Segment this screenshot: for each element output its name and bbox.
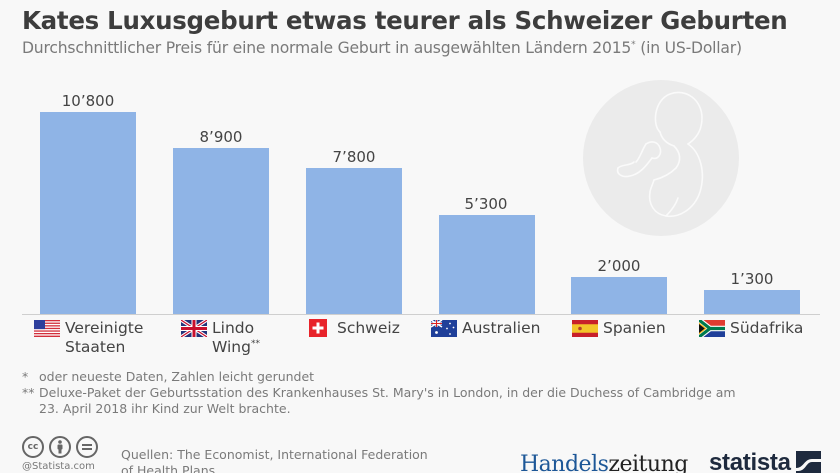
category-suedafrika: Südafrika (699, 319, 803, 338)
footnote-mark: ** (22, 385, 35, 400)
subtitle-unit: (in US-Dollar) (635, 39, 742, 57)
footnote: * oder neueste Daten, Zahlen leicht gerun… (22, 369, 736, 385)
footnote-mark (22, 401, 39, 417)
bar-suedafrika (704, 290, 800, 314)
subtitle-text: Durchschnittlicher Preis für eine normal… (22, 39, 632, 57)
category-schweiz: Schweiz (309, 319, 400, 338)
sources: Quellen: The Economist, International Fe… (121, 447, 441, 473)
category-label-line1: Schweiz (337, 319, 400, 337)
bar-vereinigte-staaten (40, 112, 136, 314)
us-flag-icon (34, 320, 60, 337)
bar-value-label: 8’900 (199, 128, 243, 146)
statista-mark-icon (795, 450, 821, 473)
footnote-text: Deluxe-Paket der Geburtsstation des Kran… (39, 385, 736, 400)
footnote: 23. April 2018 ihr Kind zur Welt brachte… (22, 401, 736, 417)
bar-australien (439, 215, 535, 314)
handelszeitung-logo[interactable]: Handelszeitung (520, 452, 688, 473)
category-vereinigte-staaten: Vereinigte Staaten (34, 319, 143, 357)
footnote-text: 23. April 2018 ihr Kind zur Welt brachte… (39, 401, 291, 416)
australia-flag-icon (431, 320, 457, 337)
spain-flag-icon (572, 320, 598, 337)
x-axis-baseline (22, 314, 820, 315)
category-label-line1: Vereinigte (65, 319, 144, 337)
bar-schweiz (306, 168, 402, 314)
category-label-line1: Australien (462, 319, 541, 337)
creative-commons-badges[interactable]: cc (22, 436, 98, 458)
chart-subtitle: Durchschnittlicher Preis für eine normal… (22, 39, 742, 57)
footnote: ** Deluxe-Paket der Geburtsstation des Kr… (22, 385, 736, 401)
footnote-mark: * (22, 369, 29, 384)
bar-value-label: 7’800 (332, 148, 376, 166)
uk-flag-icon (181, 320, 207, 337)
bar-value-label: 1’300 (730, 270, 774, 288)
fetus-illustration-icon (583, 80, 739, 236)
attribution-icon (49, 436, 71, 458)
bar-value-label: 5’300 (464, 195, 508, 213)
category-lindo-wing: Lindo Wing** (181, 319, 260, 357)
logo-part1: Handels (520, 452, 609, 473)
no-derivatives-icon (76, 436, 98, 458)
bar-lindo-wing (173, 148, 269, 314)
category-label-line2: Wing (212, 338, 251, 356)
footnote-text: oder neueste Daten, Zahlen leicht gerund… (39, 369, 315, 384)
bar-value-label: 2’000 (597, 257, 641, 275)
category-spanien: Spanien (572, 319, 666, 338)
bar-value-label: 10’800 (61, 92, 115, 110)
statista-wordmark: statista (709, 449, 791, 473)
chart-title: Kates Luxusgeburt etwas teurer als Schwe… (22, 6, 788, 35)
cc-icon: cc (22, 436, 44, 458)
category-label-line1: Spanien (603, 319, 666, 337)
category-label-line1: Lindo (212, 319, 255, 337)
category-australien: Australien (431, 319, 540, 338)
footnotes: * oder neueste Daten, Zahlen leicht gerun… (22, 369, 736, 417)
swiss-flag-icon (309, 319, 327, 337)
category-footnote-mark: ** (250, 338, 260, 349)
category-label-line2: Staaten (65, 338, 126, 356)
statista-logo[interactable]: statista (709, 449, 821, 473)
sources-line2: of Health Plans (121, 463, 216, 473)
statista-handle[interactable]: @Statista.com (22, 461, 95, 472)
sources-line1: Quellen: The Economist, International Fe… (121, 447, 428, 462)
south-africa-flag-icon (699, 320, 725, 337)
logo-part2: zeitung (608, 452, 688, 473)
subtitle-footnote-mark: * (631, 39, 636, 50)
bar-spanien (571, 277, 667, 314)
category-label-line1: Südafrika (730, 319, 804, 337)
